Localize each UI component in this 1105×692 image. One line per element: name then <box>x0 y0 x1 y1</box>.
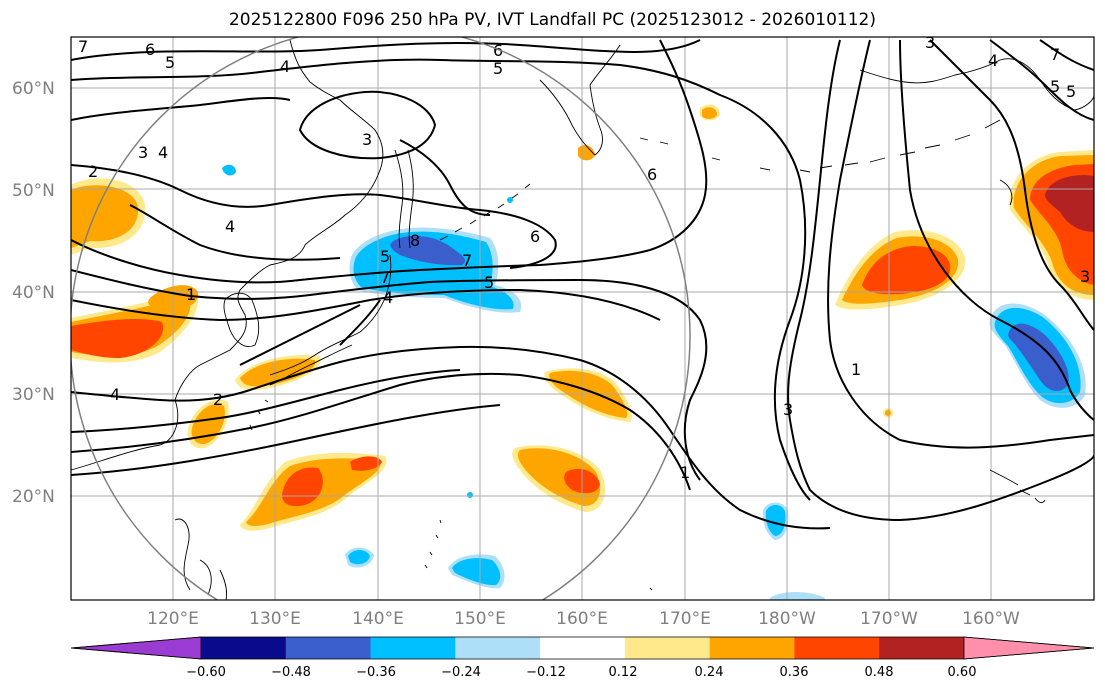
lon-label: 160°W <box>962 609 1020 629</box>
contour-label: 6 <box>145 40 155 59</box>
lat-label: 20°N <box>12 487 55 507</box>
contour-label: 3 <box>138 143 148 162</box>
colorbar-extend-min <box>70 636 202 660</box>
colorbar-tick-label: −0.12 <box>526 665 566 680</box>
colorbar-cell <box>794 637 880 659</box>
lon-label: 160°E <box>556 609 608 629</box>
lon-label: 180°W <box>758 609 816 629</box>
contour-label: 4 <box>110 385 120 404</box>
colorbar-cell <box>370 637 456 659</box>
colorbar-tick-label: 0.36 <box>780 665 809 680</box>
contour-label: 4 <box>158 143 168 162</box>
colorbar-tick-label: 0.60 <box>948 665 977 680</box>
graticule <box>71 37 1094 600</box>
colorbar-outline <box>70 636 1095 660</box>
contour-label: 1 <box>186 285 196 304</box>
contour-label: 3 <box>362 130 372 149</box>
colorbar-cell <box>285 637 372 659</box>
lon-label: 170°W <box>860 609 918 629</box>
contour-label: 6 <box>647 165 657 184</box>
contour-label: 3 <box>1080 267 1090 286</box>
contour-label: 4 <box>225 217 235 236</box>
contour-label: 6 <box>530 227 540 246</box>
lon-label: 150°E <box>454 609 506 629</box>
contour-label: 1 <box>851 360 861 379</box>
map-frame <box>70 36 1095 601</box>
contour-label: 6 <box>493 41 503 60</box>
colorbar-cell <box>201 637 287 659</box>
contour-label: 8 <box>410 231 420 250</box>
contour-label: 7 <box>1050 45 1060 64</box>
colorbar-tick-label: 0.48 <box>865 665 894 680</box>
contour-label: 7 <box>380 268 390 287</box>
colorbar-tick-label: 0.24 <box>695 665 724 680</box>
contour-label: 5 <box>1066 82 1076 101</box>
contour-label: 3 <box>783 400 793 419</box>
colorbar-cell <box>540 637 626 659</box>
contour-label: 1 <box>680 463 690 482</box>
contour-label: 5 <box>1050 77 1060 96</box>
contour-label: 5 <box>165 53 175 72</box>
contour-label: 5 <box>484 273 494 292</box>
pv-contours <box>71 39 1094 530</box>
lon-label: 170°E <box>659 609 711 629</box>
colorbar-tick-label: −0.24 <box>441 665 481 680</box>
lat-label: 50°N <box>12 181 55 201</box>
lon-label: 130°E <box>249 609 301 629</box>
colorbar-extend-max <box>963 636 1095 660</box>
contour-label: 5 <box>380 247 390 266</box>
contour-label: 4 <box>280 57 290 76</box>
radius-circle <box>71 37 691 600</box>
colorbar-tick-label: −0.36 <box>356 665 396 680</box>
colorbar-cell <box>455 637 541 659</box>
lat-label: 40°N <box>12 283 55 303</box>
latitude-labels: 60°N 50°N 40°N 30°N 20°N <box>12 79 55 507</box>
contour-label: 5 <box>493 59 503 78</box>
contour-label: 4 <box>383 288 393 307</box>
contour-label: 4 <box>988 51 998 70</box>
contour-label: 7 <box>78 37 88 56</box>
lon-label: 140°E <box>352 609 404 629</box>
coastlines <box>71 39 1094 600</box>
contour-label: 2 <box>88 162 98 181</box>
colorbar-tick-label: −0.60 <box>186 665 226 680</box>
longitude-labels: 120°E 130°E 140°E 150°E 160°E 170°E 180°… <box>147 609 1020 629</box>
contour-label: 2 <box>213 390 223 409</box>
colorbar-tick-label: −0.48 <box>271 665 311 680</box>
colorbar-cell <box>709 637 795 659</box>
colorbar-cell <box>879 637 965 659</box>
lat-label: 30°N <box>12 385 55 405</box>
contour-labels: 7 6 5 4 6 5 4 3 4 3 2 1 6 6 7 5 4 3 5 7 … <box>78 33 1090 482</box>
colorbar-cell <box>624 637 711 659</box>
colorbar: −0.60 −0.48 −0.36 −0.24 −0.12 0.12 0.24 … <box>70 636 1095 680</box>
lon-label: 120°E <box>147 609 199 629</box>
contour-label: 3 <box>925 33 935 52</box>
contour-label: 7 <box>462 251 472 270</box>
lat-label: 60°N <box>12 79 55 99</box>
map-title: 2025122800 F096 250 hPa PV, IVT Landfall… <box>228 10 876 30</box>
colorbar-tick-label: 0.12 <box>609 665 638 680</box>
